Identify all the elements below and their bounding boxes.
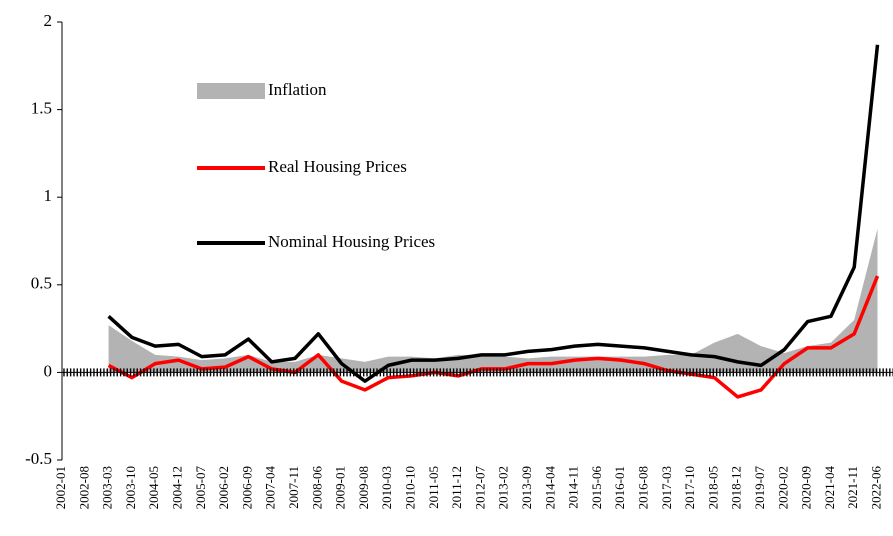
x-tick-label: 2007-11: [286, 466, 301, 509]
legend-label: Inflation: [268, 80, 327, 99]
x-tick-label: 2015-06: [589, 466, 604, 510]
x-tick-label: 2010-10: [402, 466, 417, 509]
legend-label: Real Housing Prices: [268, 157, 407, 176]
x-tick-label: 2021-11: [845, 466, 860, 509]
x-tick-label: 2016-01: [612, 466, 627, 509]
x-tick-label: 2011-12: [449, 466, 464, 509]
y-tick-label: -0.5: [25, 449, 52, 468]
y-tick-label: 2: [44, 11, 53, 30]
x-tick-label: 2014-11: [566, 466, 581, 509]
x-tick-label: 2002-01: [53, 466, 68, 509]
x-tick-label: 2021-04: [822, 466, 837, 510]
x-tick-label: 2022-06: [868, 466, 883, 510]
x-tick-label: 2017-10: [682, 466, 697, 509]
area: [108, 228, 878, 373]
x-tick-label: 2005-07: [193, 466, 208, 510]
x-tick-label: 2006-02: [216, 466, 231, 509]
x-tick-label: 2016-08: [635, 466, 650, 509]
y-tick-label: 0: [44, 361, 53, 380]
x-tick-label: 2013-02: [496, 466, 511, 509]
x-tick-label: 2017-03: [659, 466, 674, 509]
x-tick-label: 2006-09: [239, 466, 254, 509]
legend-label: Nominal Housing Prices: [268, 232, 435, 251]
x-tick-label: 2020-02: [775, 466, 790, 509]
x-tick-label: 2011-05: [426, 466, 441, 509]
x-tick-label: 2009-01: [333, 466, 348, 509]
x-tick-label: 2003-10: [123, 466, 138, 509]
x-tick-label: 2019-07: [752, 466, 767, 510]
x-tick-label: 2014-04: [542, 466, 557, 510]
y-tick-label: 1.5: [31, 99, 52, 118]
x-tick-label: 2004-05: [146, 466, 161, 509]
x-tick-label: 2013-09: [519, 466, 534, 509]
x-tick-label: 2008-06: [309, 466, 324, 510]
x-tick-label: 2003-03: [100, 466, 115, 509]
legend-swatch: [197, 83, 265, 99]
line: [107, 275, 880, 399]
x-tick-label: 2009-08: [356, 466, 371, 509]
x-tick-label: 2020-09: [799, 466, 814, 509]
x-tick-label: 2002-08: [76, 466, 91, 509]
y-tick-label: 1: [44, 186, 53, 205]
x-tick-label: 2018-05: [705, 466, 720, 509]
x-tick-label: 2004-12: [169, 466, 184, 509]
line: [107, 44, 880, 383]
x-tick-label: 2012-07: [472, 466, 487, 510]
x-tick-label: 2007-04: [263, 466, 278, 510]
x-tick-label: 2010-03: [379, 466, 394, 509]
y-tick-label: 0.5: [31, 274, 52, 293]
x-tick-label: 2018-12: [729, 466, 744, 509]
